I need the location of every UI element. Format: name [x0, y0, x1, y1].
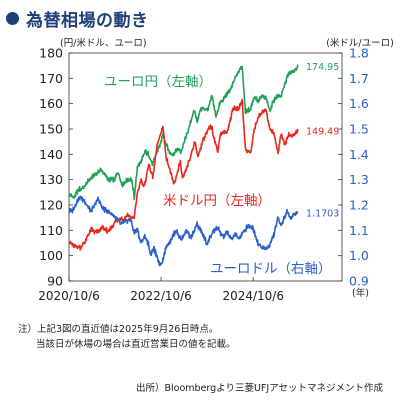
note-line-2: 当該日が休場の場合は直近営業日の値を記載。 — [36, 339, 236, 350]
y-right-tick-label: 1.0 — [349, 248, 369, 263]
y-left-tick-label: 100 — [39, 248, 63, 263]
y-right-tick-label: 1.2 — [349, 198, 369, 213]
x-tick-label: 2020/10/6 — [38, 289, 100, 303]
y-right-tick-label: 1.1 — [349, 223, 369, 238]
y-left-tick-label: 90 — [47, 274, 63, 289]
y-left-tick-label: 130 — [39, 172, 63, 187]
last-value-label: 174.95 — [306, 62, 339, 73]
y-right-tick-label: 1.3 — [349, 172, 369, 187]
y-right-tick-label: 1.6 — [349, 96, 369, 111]
plot-frame — [68, 52, 343, 282]
y-left-tick-label: 110 — [39, 223, 63, 238]
y-left-tick-label: 160 — [39, 96, 63, 111]
series-label-eur-jpy: ユーロ円（左軸） — [104, 74, 212, 90]
y-left-tick-label: 120 — [39, 198, 63, 213]
y-right-tick-label: 1.5 — [349, 122, 369, 137]
y-left-tick-label: 170 — [39, 71, 63, 86]
y-right-tick-label: 1.8 — [349, 46, 369, 61]
y-left-tick-label: 140 — [39, 147, 63, 162]
chart-title: 為替相場の動き — [26, 10, 149, 31]
series-label-usd-jpy: 米ドル円（左軸） — [163, 193, 271, 209]
y-left-tick-label: 180 — [39, 46, 63, 61]
notes: 注）上記3図の直近値は2025年9月26日時点。 当該日が休場の場合は直近営業日… — [18, 322, 236, 352]
title-row: 為替相場の動き — [6, 5, 149, 31]
x-tick-label: 2024/10/6 — [222, 289, 284, 303]
y-right-tick-label: 1.4 — [349, 147, 369, 162]
right-axis-label: (米ドル/ユーロ) — [326, 37, 394, 49]
y-right-tick-label: 1.7 — [349, 71, 369, 86]
x-unit-label: (年) — [352, 287, 369, 299]
y-left-tick-label: 150 — [39, 122, 63, 137]
series-label-eur-usd: ユーロドル（右軸） — [210, 261, 332, 277]
source-note: 出所）Bloombergより三菱UFJアセットマネジメント作成 — [135, 383, 383, 394]
y-right-tick-label: 0.9 — [349, 274, 369, 289]
last-value-label: 1.1703 — [306, 209, 339, 220]
series-line-eur-jpy — [68, 64, 299, 201]
series-line-eur-usd — [68, 195, 299, 267]
left-axis-label: (円/米ドル、ユーロ) — [60, 37, 147, 49]
x-tick-label: 2022/10/6 — [130, 289, 192, 303]
last-value-label: 149.49 — [306, 126, 339, 137]
title-bullet-icon — [6, 11, 19, 25]
note-line-1: 注）上記3図の直近値は2025年9月26日時点。 — [18, 324, 219, 335]
series-line-usd-jpy — [68, 98, 299, 251]
